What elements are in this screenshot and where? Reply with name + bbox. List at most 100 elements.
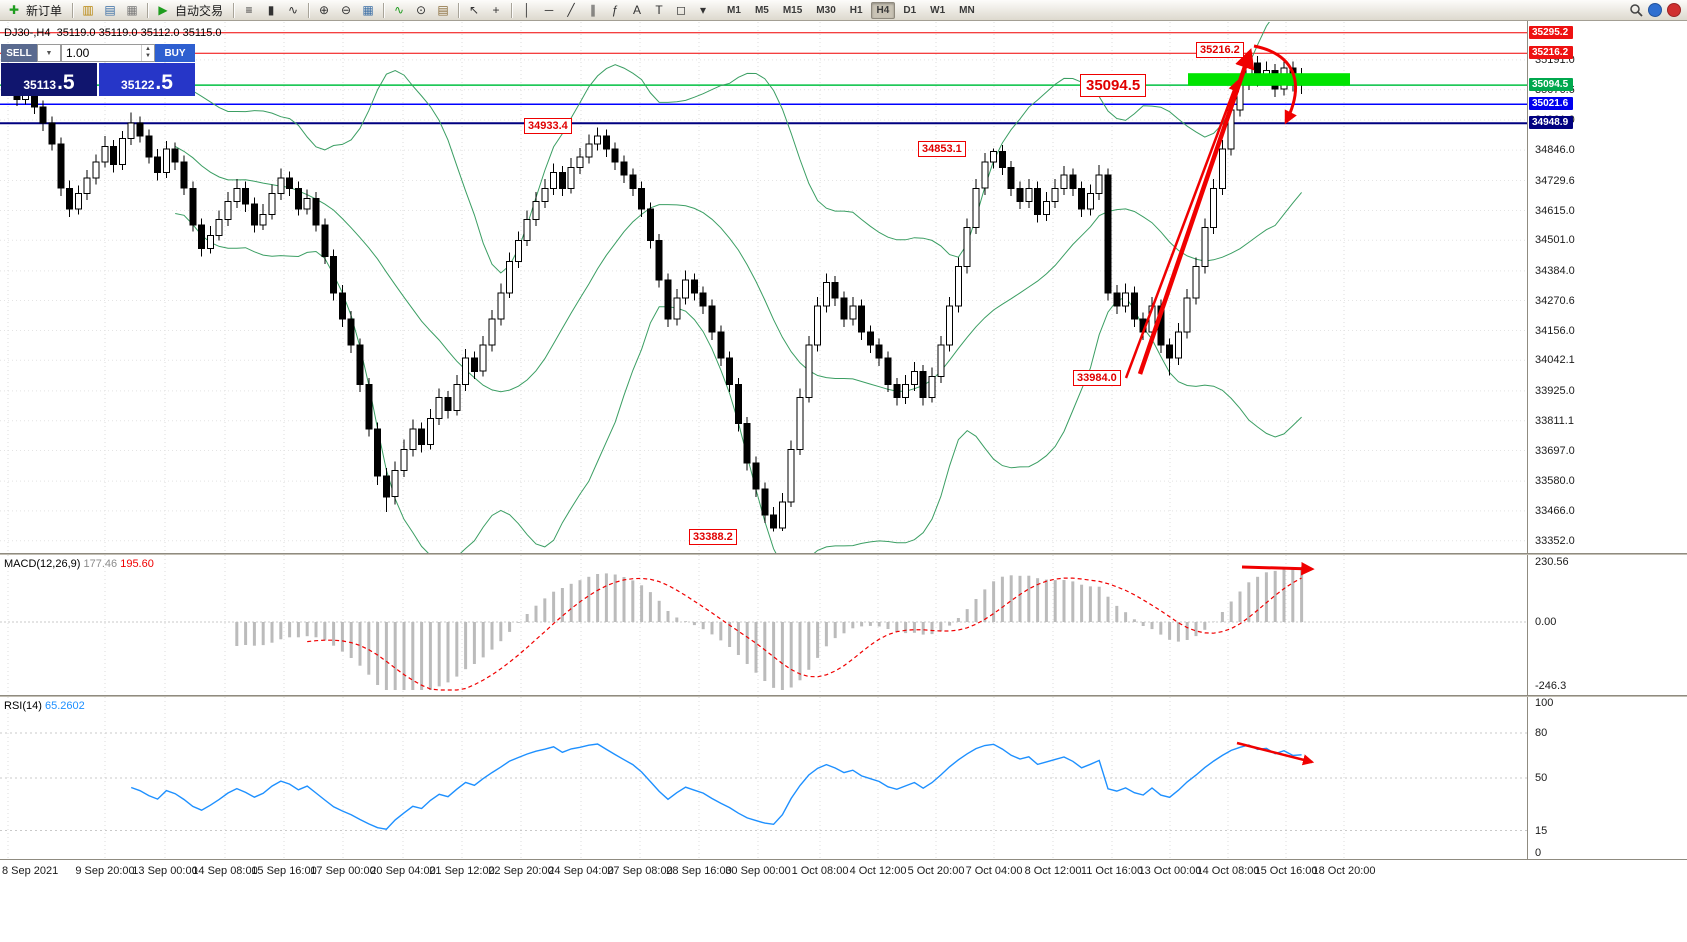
toolbar-icons: ✚ 新订单 ▥ ▤ ▦ ▶ 自动交易 ≡ ▮ ∿ ⊕ ⊖ ▦ ∿ ⊙ ▤ ↖ + │ ─ ╱ ∥ ƒ A T ◻ ▾ — [3, 1, 714, 20]
search-icon[interactable] — [1629, 3, 1643, 17]
price-tag: 35094.5 — [1529, 78, 1574, 92]
vertical-line-icon[interactable]: │ — [523, 3, 531, 17]
trendline-icon[interactable]: ╱ — [567, 3, 575, 17]
price-annotation[interactable]: 35216.2 — [1196, 42, 1244, 58]
price-axis-label: 33580.0 — [1535, 475, 1575, 488]
macd-axis-label: 230.56 — [1535, 555, 1569, 568]
lot-spinner[interactable]: ▲ ▼ — [141, 45, 154, 61]
price-annotation[interactable]: 33388.2 — [689, 529, 737, 545]
time-label: 7 Oct 04:00 — [965, 865, 1023, 877]
zoom-in-icon[interactable]: ⊕ — [319, 3, 330, 17]
time-label: 18 Oct 20:00 — [1312, 865, 1376, 877]
rsi-axis-label: 0 — [1535, 847, 1542, 859]
macd-axis-label: 0.00 — [1535, 616, 1557, 629]
sell-price-display[interactable]: 35113 .5 — [1, 63, 97, 96]
dropdown-arrow-icon[interactable]: ▾ — [700, 3, 707, 17]
fibonacci-icon[interactable]: ƒ — [611, 3, 619, 17]
macd-label: MACD(12,26,9) — [4, 558, 81, 570]
charts-icon[interactable]: ▥ — [82, 3, 94, 17]
lot-size-input[interactable] — [62, 45, 141, 61]
sell-button[interactable]: SELL — [1, 44, 37, 62]
timeframe-MN[interactable]: MN — [959, 4, 975, 16]
timeframe-H4[interactable]: H4 — [870, 1, 896, 19]
support-zone[interactable] — [1188, 73, 1350, 86]
timeframe-D1[interactable]: D1 — [903, 4, 917, 16]
auto-trading-icon[interactable]: ▶ — [158, 3, 168, 17]
time-label: 1 Oct 08:00 — [791, 865, 849, 877]
trend-arrows[interactable] — [1124, 44, 1297, 379]
panel-splitter[interactable] — [0, 695, 1687, 697]
price-annotation[interactable]: 34933.4 — [524, 118, 572, 134]
label-icon[interactable]: T — [655, 3, 663, 17]
shapes-icon[interactable]: ◻ — [676, 3, 687, 17]
toolbar-separator — [511, 2, 513, 18]
timeframe-W1[interactable]: W1 — [930, 4, 946, 16]
price-annotation[interactable]: 34853.1 — [918, 141, 966, 157]
text-icon[interactable]: A — [633, 3, 642, 17]
community-icon[interactable] — [1648, 3, 1662, 17]
rsi-axis-label: 15 — [1535, 824, 1548, 837]
timeframe-H1[interactable]: H1 — [849, 4, 863, 16]
lot-spinner-up-icon[interactable]: ▲ — [145, 45, 151, 52]
lot-spinner-down-icon[interactable]: ▼ — [145, 53, 151, 59]
notifications-icon[interactable] — [1667, 3, 1681, 17]
time-label: 13 Oct 00:00 — [1138, 865, 1202, 877]
chart-ohlc-header: DJ30-,H4 35119.0 35119.0 35112.0 35115.0 — [4, 27, 222, 39]
price-tag: 34948.9 — [1529, 116, 1574, 130]
rsi-axis-label: 50 — [1535, 772, 1548, 784]
lot-size-field: ▲ ▼ — [61, 44, 155, 62]
time-label: 27 Sep 08:00 — [607, 865, 673, 877]
candlestick-chart-icon[interactable]: ▮ — [267, 3, 275, 17]
timeframe-M1[interactable]: M1 — [727, 4, 741, 16]
main-toolbar: ✚ 新订单 ▥ ▤ ▦ ▶ 自动交易 ≡ ▮ ∿ ⊕ ⊖ ▦ ∿ ⊙ ▤ ↖ + │ ─ ╱ ∥ ƒ A T ◻ ▾ M1 M5 M15… — [0, 0, 1687, 21]
time-label: 21 Sep 12:00 — [429, 865, 495, 877]
periods-icon[interactable]: ⊙ — [416, 3, 427, 17]
new-order-icon[interactable]: ✚ — [8, 3, 20, 17]
price-annotation[interactable]: 35094.5 — [1080, 74, 1147, 97]
price-tag: 35021.6 — [1529, 97, 1574, 111]
candles-layer[interactable] — [4, 53, 1306, 532]
price-axis-label: 33925.0 — [1535, 384, 1575, 397]
tile-windows-icon[interactable]: ▦ — [362, 3, 374, 17]
rsi-panel-canvas[interactable] — [0, 697, 1527, 858]
main-chart-canvas[interactable] — [0, 22, 1527, 553]
macd-arrow[interactable] — [1241, 561, 1315, 576]
macd-axis-label: -246.3 — [1535, 680, 1567, 693]
price-annotation[interactable]: 33984.0 — [1073, 370, 1121, 386]
zoom-out-icon[interactable]: ⊖ — [341, 3, 352, 17]
toolbar-separator — [72, 2, 74, 18]
buy-price-display[interactable]: 35122 .5 — [99, 63, 195, 96]
buy-price-dec: .5 — [155, 71, 173, 94]
time-label: 14 Sep 08:00 — [192, 865, 258, 877]
timeframe-M30[interactable]: M30 — [816, 4, 836, 16]
channel-icon[interactable]: ∥ — [590, 3, 597, 17]
price-axis-label: 33352.0 — [1535, 534, 1575, 547]
line-chart-icon[interactable]: ∿ — [288, 3, 299, 17]
bar-chart-icon[interactable]: ≡ — [245, 3, 253, 17]
market-watch-icon[interactable]: ▦ — [126, 3, 138, 17]
time-label: 17 Sep 00:00 — [310, 865, 376, 877]
price-axis-label: 34042.1 — [1535, 354, 1575, 367]
timeframe-M5[interactable]: M5 — [754, 4, 769, 16]
templates-icon[interactable]: ▤ — [437, 3, 449, 17]
price-scale[interactable]: 35191.035076.634961.034846.034729.634615… — [1527, 21, 1687, 859]
time-axis[interactable]: 8 Sep 2021 9 Sep 20:00 13 Sep 00:00 14 Sep … — [0, 859, 1687, 883]
cursor-icon[interactable]: ↖ — [469, 3, 480, 17]
buy-button[interactable]: BUY — [155, 44, 195, 62]
new-order-icon-label: 新订单 — [26, 3, 63, 18]
macd-panel-canvas[interactable] — [0, 555, 1527, 695]
time-label: 9 Sep 20:00 — [75, 865, 135, 877]
panel-splitter[interactable] — [0, 553, 1687, 555]
rsi-header: RSI(14) 65.2602 — [4, 700, 85, 712]
price-axis-label: 34270.6 — [1535, 294, 1575, 307]
profiles-icon[interactable]: ▤ — [104, 3, 116, 17]
timeframe-M15[interactable]: M15 — [782, 4, 803, 16]
rsi-arrow[interactable] — [1236, 741, 1315, 766]
indicators-add-icon[interactable]: ∿ — [394, 3, 405, 17]
time-label: 11 Oct 16:00 — [1080, 865, 1144, 877]
order-type-dropdown[interactable]: ▼ — [37, 44, 61, 62]
toolbar-separator — [308, 2, 310, 18]
crosshair-icon[interactable]: + — [492, 3, 500, 17]
rsi-axis-label: 100 — [1535, 697, 1554, 709]
horizontal-line-icon[interactable]: ─ — [544, 3, 554, 17]
